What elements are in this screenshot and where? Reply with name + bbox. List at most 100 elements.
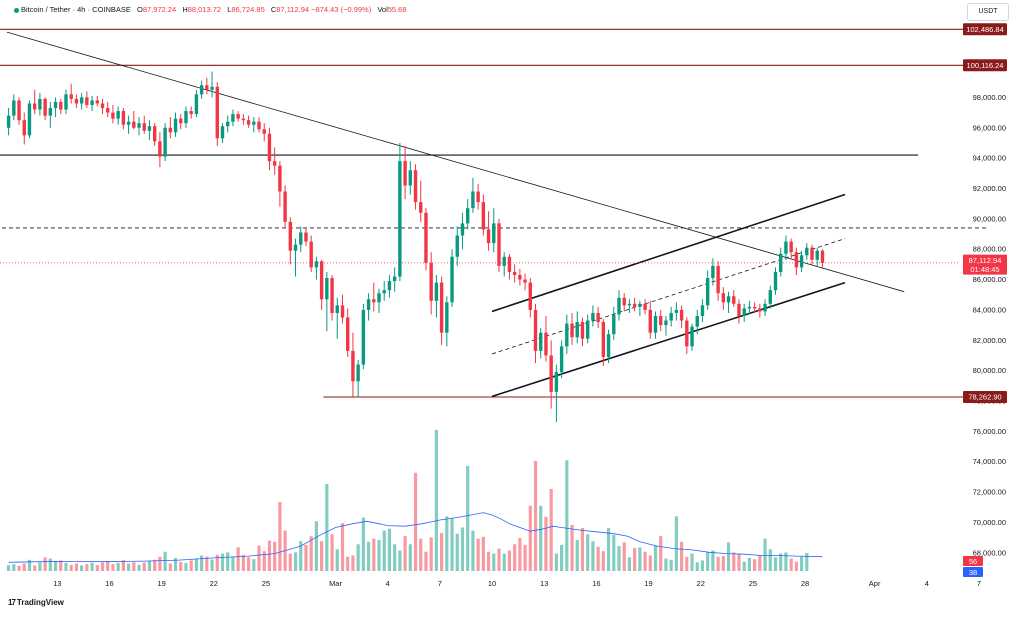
volume-bar <box>142 562 146 571</box>
trend-line <box>491 193 846 313</box>
volume-bar <box>288 553 292 571</box>
volume-bar <box>492 553 496 571</box>
candle-body <box>544 332 548 356</box>
candle-body <box>434 282 439 301</box>
volume-bar <box>533 460 538 571</box>
volume-bar <box>513 544 517 571</box>
candle-body <box>392 276 397 282</box>
candle-body <box>241 118 246 121</box>
candle-body <box>278 165 282 192</box>
x-tick-label: 19 <box>644 579 652 588</box>
volume-bar <box>377 539 381 571</box>
symbol-legend[interactable]: Bitcoin / Tether · 4h · COINBASE O87,972… <box>10 5 407 14</box>
x-tick-label: 22 <box>697 579 705 588</box>
volume-bar <box>121 560 125 571</box>
volume-bar <box>763 538 767 571</box>
candle-body <box>231 114 235 122</box>
candle-body <box>142 123 146 131</box>
volume-bar <box>685 556 689 571</box>
currency-unit-button[interactable]: USDT <box>967 3 1009 21</box>
volume-bar <box>445 516 449 571</box>
x-tick-label: Apr <box>869 579 881 588</box>
x-tick-label: 16 <box>105 579 113 588</box>
volume-bar <box>643 551 647 571</box>
x-tick-label: 25 <box>262 579 270 588</box>
candle-body <box>283 191 287 222</box>
candle-body <box>346 317 350 351</box>
candle-body <box>137 123 141 128</box>
candle-body <box>246 120 251 125</box>
volume-bar <box>200 555 204 571</box>
volume-bar <box>69 564 73 571</box>
volume-bar <box>95 565 99 571</box>
candle-body <box>299 232 303 245</box>
y-tick-label: 98,000.00 <box>973 93 1006 102</box>
volume-bar <box>523 544 527 571</box>
volume-bar <box>476 538 480 571</box>
volume-bar <box>366 541 371 571</box>
volume-bar <box>544 516 548 571</box>
y-tick-label: 96,000.00 <box>973 123 1006 132</box>
candle-body <box>116 111 120 119</box>
candle-body <box>220 126 225 139</box>
candle-body <box>325 278 329 300</box>
candle-body <box>152 126 157 142</box>
volume-bar <box>779 553 783 571</box>
volume-bar <box>278 501 282 571</box>
candle-body <box>679 309 684 321</box>
candle-body <box>173 118 178 133</box>
candle-body <box>262 129 266 134</box>
candle-body <box>236 114 240 119</box>
volume-bar <box>716 556 720 571</box>
candle-body <box>539 332 543 351</box>
x-tick-label: 7 <box>977 579 981 588</box>
volume-bar <box>612 534 616 571</box>
volume-bar <box>408 544 412 571</box>
candle-body <box>64 94 68 110</box>
volume-bar <box>372 538 376 571</box>
candle-body <box>309 241 313 268</box>
change-value: −874.43 (−0.99%) <box>311 5 372 14</box>
y-tick-label: 94,000.00 <box>973 154 1006 163</box>
volume-bar <box>85 563 89 571</box>
volume-bar <box>502 553 506 571</box>
candle-body <box>335 305 339 313</box>
tradingview-brand[interactable]: 17 TradingView <box>8 598 64 607</box>
volume-bar <box>147 561 152 571</box>
candle-body <box>596 312 600 323</box>
candle-body <box>226 121 230 127</box>
candle-body <box>533 309 538 351</box>
candle-body <box>366 299 371 310</box>
candle-body <box>664 320 668 326</box>
candle-body <box>189 111 193 115</box>
volume-bar <box>711 550 715 571</box>
volume-bar <box>273 541 277 571</box>
volume-bar <box>460 527 465 571</box>
candle-body <box>763 303 767 312</box>
volume-bar <box>393 544 397 571</box>
volume-bar <box>111 564 115 571</box>
volume-bar <box>570 524 574 571</box>
candle-body <box>288 221 293 251</box>
x-tick-label: 4 <box>925 579 929 588</box>
volume-bar <box>361 517 365 571</box>
high-value: 88,013.72 <box>187 5 222 14</box>
volume-bar <box>189 560 193 571</box>
volume-bar <box>690 553 694 571</box>
volume-bar <box>220 553 225 571</box>
x-tick-label: 10 <box>488 579 496 588</box>
volume-bar <box>575 539 579 571</box>
close-value: 87,112.94 <box>276 5 310 14</box>
level-price-badge <box>963 59 1007 72</box>
volume-bar <box>528 505 532 571</box>
candle-body <box>424 212 428 263</box>
volume-bar <box>565 460 569 571</box>
volume-bar <box>549 488 553 571</box>
volume-bar <box>53 561 58 571</box>
candle-body <box>95 100 99 104</box>
x-tick-label: 16 <box>592 579 600 588</box>
volume-bar <box>794 561 798 571</box>
volume-bar <box>231 556 235 571</box>
